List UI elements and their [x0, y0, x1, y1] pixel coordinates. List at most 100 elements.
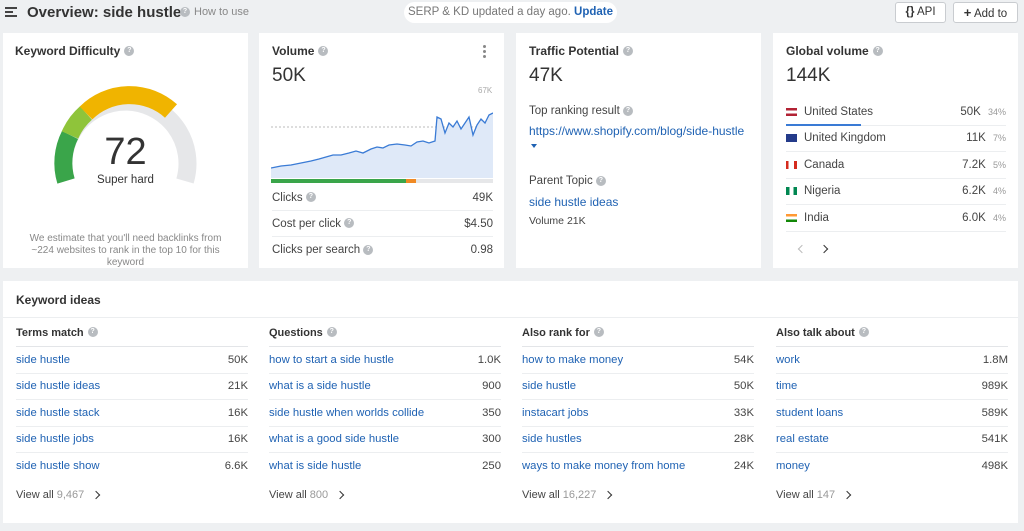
add-to-button[interactable]: + Add to — [953, 2, 1018, 23]
volume-title-row: Volume ? — [272, 44, 329, 58]
keyword-link[interactable]: time — [776, 380, 798, 393]
view-all-link[interactable]: View all 800 — [269, 489, 501, 501]
keyword-link[interactable]: side hustle when worlds collide — [269, 406, 425, 419]
metric-value: 0.98 — [470, 244, 493, 256]
parent-topic-link[interactable]: side hustle ideas — [529, 195, 619, 209]
chevron-right-icon — [92, 490, 101, 499]
kd-label: Super hard — [97, 174, 154, 186]
clicks-bar-paid — [406, 179, 416, 183]
keyword-volume: 50K — [227, 353, 248, 366]
country-row[interactable]: United States 50K 34% — [786, 99, 1006, 126]
page-title: Overview: side hustle — [27, 4, 182, 21]
keyword-row: side hustles 28K — [522, 427, 754, 453]
country-row[interactable]: Nigeria 6.2K 4% — [786, 179, 1006, 205]
more-vertical-icon[interactable] — [483, 45, 487, 58]
help-icon[interactable]: ? — [595, 175, 606, 186]
also-talk-about-column: Also talk about? work 1.8M time 989K stude… — [776, 323, 1008, 501]
kd-title: Keyword Difficulty — [15, 44, 121, 58]
top-ranking-label: Top ranking result — [529, 105, 620, 117]
keyword-row: what is a good side hustle 300 — [269, 427, 501, 453]
keyword-link[interactable]: side hustles — [522, 433, 582, 446]
country-row[interactable]: Canada 7.2K 5% — [786, 152, 1006, 179]
view-all-link[interactable]: View all 9,467 — [16, 489, 248, 501]
kd-value: 72 — [104, 131, 147, 173]
questions-column: Questions? how to start a side hustle 1.0… — [269, 323, 501, 501]
view-all-link[interactable]: View all 16,227 — [522, 489, 754, 501]
country-stats: 50K 34% — [960, 105, 1006, 118]
keyword-volume: 16K — [227, 433, 248, 446]
help-icon[interactable]: ? — [858, 327, 869, 337]
keyword-link[interactable]: work — [776, 353, 800, 366]
chevron-right-icon — [842, 490, 852, 499]
chevron-right-icon[interactable] — [819, 244, 829, 254]
metric-value: $4.50 — [464, 217, 493, 230]
volume-value: 50K — [272, 65, 306, 86]
status-text: SERP & KD updated a day ago. — [407, 6, 571, 18]
help-icon[interactable]: ? — [87, 327, 98, 337]
keyword-link[interactable]: what is a side hustle — [269, 380, 371, 393]
chevron-left-icon[interactable] — [797, 244, 807, 254]
keyword-link[interactable]: side hustle ideas — [16, 380, 101, 393]
keyword-volume: 589K — [981, 406, 1008, 419]
code-braces-icon: {} — [905, 6, 915, 18]
uk-flag-icon — [786, 134, 797, 143]
clicks-bar — [271, 179, 493, 183]
keyword-link[interactable]: what is side hustle — [269, 460, 362, 473]
metric-row-cpc: Cost per click ? $4.50 — [272, 211, 493, 237]
keyword-link[interactable]: student loans — [776, 406, 844, 419]
view-all-link[interactable]: View all 147 — [776, 489, 1008, 501]
keyword-link[interactable]: side hustle stack — [16, 406, 100, 419]
metric-label: Clicks per search ? — [272, 244, 374, 256]
how-to-use-label: How to use — [194, 6, 250, 18]
metric-label: Clicks ? — [272, 192, 316, 204]
menu-icon[interactable] — [5, 7, 17, 19]
terms-match-column: Terms match? side hustle 50K side hustle … — [16, 323, 248, 501]
country-row[interactable]: United Kingdom 11K 7% — [786, 126, 1006, 152]
help-icon[interactable]: ? — [305, 192, 316, 203]
global-title-row: Global volume ? — [786, 44, 883, 58]
keyword-volume: 28K — [733, 433, 754, 446]
help-icon[interactable]: ? — [623, 46, 634, 56]
keyword-link[interactable]: how to start a side hustle — [269, 353, 394, 366]
help-icon[interactable]: ? — [318, 46, 329, 56]
keyword-link[interactable]: what is a good side hustle — [269, 433, 399, 446]
top-bar: Overview: side hustle ? How to use SERP … — [0, 0, 1024, 26]
keyword-volume: 498K — [981, 460, 1008, 473]
help-icon[interactable]: ? — [872, 46, 883, 56]
help-icon[interactable]: ? — [593, 327, 604, 337]
country-row[interactable]: India 6.0K 4% — [786, 205, 1006, 232]
top-ranking-url[interactable]: https://www.shopify.com/blog/side-hustle — [529, 124, 745, 138]
help-icon[interactable]: ? — [622, 105, 633, 116]
keyword-link[interactable]: money — [776, 460, 810, 473]
keyword-row: side hustle when worlds collide 350 — [269, 400, 501, 427]
keyword-link[interactable]: side hustle jobs — [16, 433, 94, 446]
kd-gauge — [54, 86, 197, 184]
keyword-row: what is a side hustle 900 — [269, 374, 501, 400]
keyword-link[interactable]: real estate — [776, 433, 829, 446]
help-icon[interactable]: ? — [363, 244, 374, 255]
keyword-row: side hustle jobs 16K — [16, 427, 248, 453]
country-stats: 7.2K 5% — [962, 158, 1006, 171]
keyword-link[interactable]: ways to make money from home — [522, 460, 686, 473]
keyword-link[interactable]: how to make money — [522, 353, 624, 366]
keyword-link[interactable]: side hustle — [16, 353, 71, 366]
keyword-volume: 33K — [733, 406, 754, 419]
help-icon[interactable]: ? — [326, 327, 337, 337]
api-button[interactable]: {} API — [895, 2, 946, 23]
update-link[interactable]: Update — [574, 6, 613, 18]
caret-down-icon[interactable] — [531, 144, 537, 148]
keyword-link[interactable]: side hustle — [522, 380, 577, 393]
help-icon[interactable]: ? — [124, 46, 135, 56]
chevron-right-icon — [604, 490, 613, 499]
help-icon: ? — [180, 7, 190, 17]
keyword-row: what is side hustle 250 — [269, 453, 501, 480]
help-icon[interactable]: ? — [344, 218, 355, 229]
column-header: Also talk about? — [776, 323, 1008, 347]
how-to-use-link[interactable]: ? How to use — [180, 6, 249, 18]
keyword-link[interactable]: instacart jobs — [522, 406, 589, 419]
keyword-volume: 250 — [482, 460, 501, 473]
keyword-volume: 541K — [981, 433, 1008, 446]
keyword-link[interactable]: side hustle show — [16, 460, 100, 473]
volume-trend-chart[interactable] — [271, 93, 493, 178]
keyword-row: money 498K — [776, 453, 1008, 480]
